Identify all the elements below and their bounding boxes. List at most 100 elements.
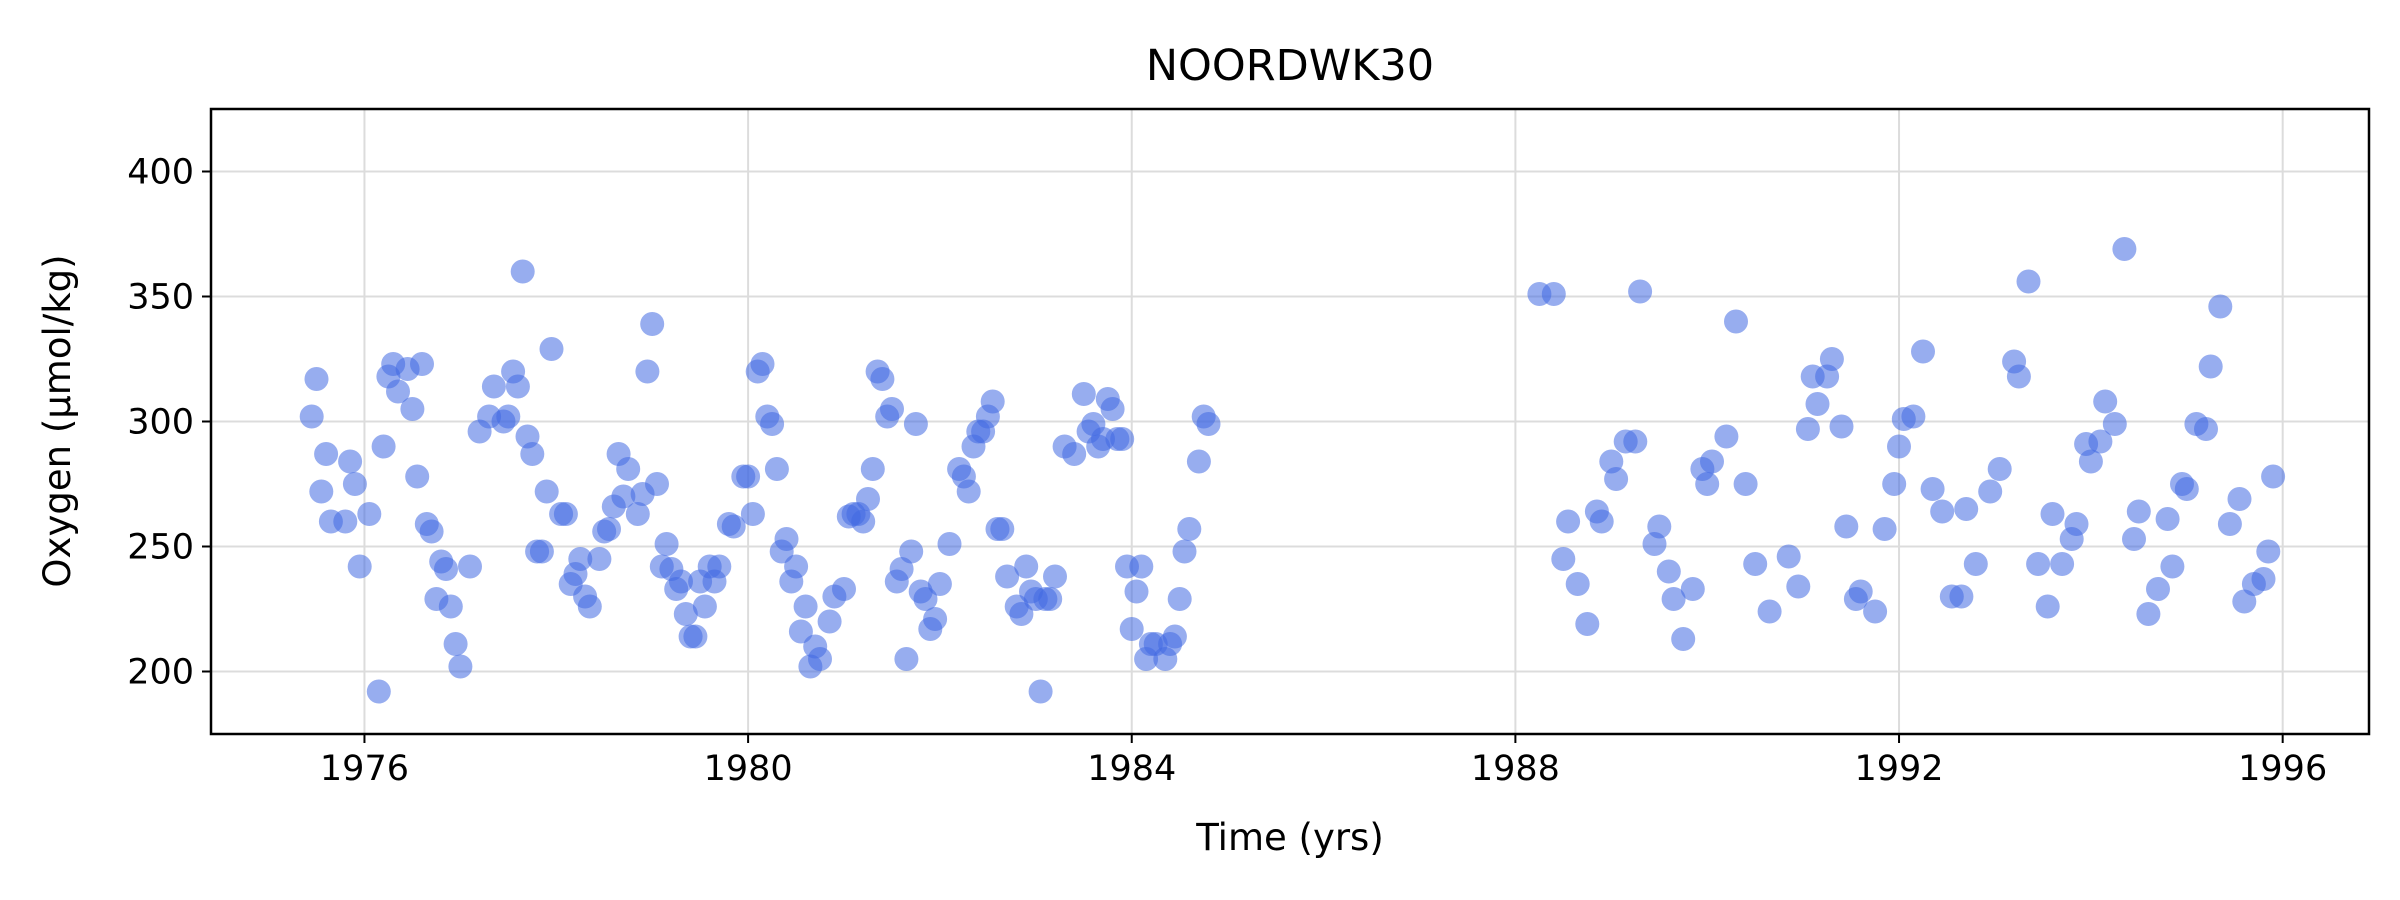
data-point: [1887, 434, 1911, 459]
data-point: [673, 602, 698, 626]
data-point: [1551, 547, 1576, 571]
data-point: [1589, 509, 1614, 534]
data-point: [434, 557, 458, 581]
data-point: [1757, 599, 1782, 624]
data-point: [894, 647, 919, 671]
data-point: [880, 397, 904, 421]
data-point: [654, 532, 679, 556]
chart-title: NOORDWK30: [1146, 41, 1434, 91]
data-point: [1043, 564, 1067, 589]
data-point: [760, 412, 785, 436]
data-point: [1700, 449, 1724, 474]
data-point: [856, 487, 880, 511]
data-point: [736, 464, 761, 489]
data-point: [2006, 364, 2031, 389]
data-point: [2016, 269, 2041, 294]
data-point: [1963, 552, 1988, 576]
data-point: [597, 517, 621, 541]
data-point: [2194, 417, 2218, 441]
x-tick-label: 1976: [320, 749, 409, 789]
data-point: [2050, 552, 2075, 576]
data-point: [1575, 612, 1600, 636]
data-point: [1656, 559, 1681, 584]
data-point: [1167, 587, 1192, 611]
data-point: [314, 442, 339, 466]
data-point: [1714, 424, 1739, 449]
grid-lines: [211, 109, 2369, 734]
data-point: [529, 539, 554, 564]
data-point: [784, 554, 809, 579]
data-point: [1014, 554, 1039, 579]
data-point: [1028, 679, 1053, 704]
data-point: [2160, 554, 2185, 579]
data-point: [764, 457, 789, 481]
data-point: [1949, 584, 1974, 609]
data-point: [577, 594, 602, 619]
data-point: [980, 389, 1005, 414]
data-point: [870, 367, 895, 391]
data-point: [2093, 389, 2118, 414]
data-point: [2261, 464, 2286, 489]
data-point: [1628, 279, 1653, 304]
data-point: [640, 312, 665, 336]
data-point: [338, 449, 363, 474]
data-point: [386, 379, 410, 404]
data-point: [774, 527, 799, 551]
data-point: [2251, 567, 2276, 591]
data-point: [333, 509, 358, 534]
data-point: [721, 514, 746, 539]
data-point: [1623, 429, 1648, 454]
data-point: [2256, 539, 2281, 564]
data-point: [539, 337, 564, 361]
data-point: [645, 472, 669, 496]
data-point: [1661, 587, 1686, 611]
data-point: [913, 587, 938, 611]
x-tick-label: 1980: [704, 749, 793, 789]
data-point: [889, 557, 914, 581]
data-point: [1848, 579, 1873, 604]
data-point: [1541, 282, 1566, 306]
data-point: [438, 594, 463, 619]
data-point: [1196, 412, 1221, 436]
data-point: [534, 479, 559, 504]
data-point: [2088, 429, 2113, 454]
data-point: [2102, 412, 2127, 436]
data-point: [2217, 512, 2242, 536]
data-point: [1071, 382, 1096, 406]
data-point: [1911, 339, 1935, 364]
data-point: [1776, 544, 1801, 569]
data-point: [304, 367, 329, 391]
data-point: [1930, 499, 1955, 524]
data-point: [1795, 417, 1820, 441]
data-point: [860, 457, 885, 481]
data-point: [1805, 392, 1830, 416]
data-point: [1743, 552, 1768, 576]
data-point: [927, 572, 952, 596]
y-tick-label: 200: [127, 653, 194, 693]
data-point: [899, 539, 924, 564]
y-axis-label: Oxygen (μmol/kg): [36, 254, 79, 587]
data-point: [1819, 347, 1844, 371]
data-point: [366, 679, 391, 704]
data-point: [2155, 507, 2180, 531]
data-point: [1695, 472, 1720, 496]
data-point: [2146, 577, 2170, 601]
y-tick-label: 300: [127, 403, 194, 443]
data-point: [400, 397, 425, 421]
data-point: [990, 517, 1015, 541]
data-point: [2112, 237, 2137, 261]
data-point: [808, 647, 832, 671]
data-point: [2078, 449, 2103, 474]
data-point: [496, 404, 521, 429]
data-point: [1901, 404, 1926, 429]
data-point: [1671, 627, 1696, 651]
y-tick-label: 250: [127, 528, 194, 568]
data-point: [1834, 514, 1859, 539]
data-point: [1978, 479, 2003, 504]
data-point: [443, 632, 468, 656]
data-point: [1186, 449, 1211, 474]
data-point: [683, 624, 708, 649]
data-point: [2227, 487, 2252, 511]
x-tick-label: 1996: [2238, 749, 2327, 789]
